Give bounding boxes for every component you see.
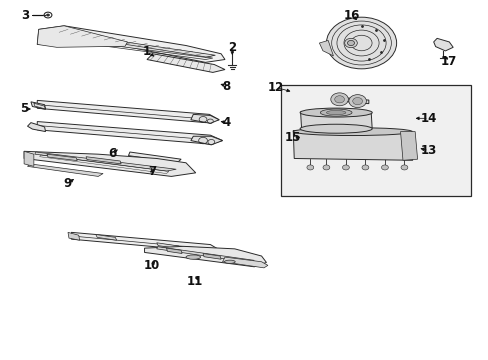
Circle shape xyxy=(334,96,344,103)
Polygon shape xyxy=(27,164,103,176)
Polygon shape xyxy=(331,98,351,102)
Text: 12: 12 xyxy=(267,81,284,94)
Circle shape xyxy=(361,165,368,170)
Polygon shape xyxy=(37,26,127,47)
Circle shape xyxy=(46,14,49,16)
Polygon shape xyxy=(68,232,80,240)
Text: 5: 5 xyxy=(20,103,28,116)
Polygon shape xyxy=(190,136,222,145)
Circle shape xyxy=(381,165,387,170)
Text: 17: 17 xyxy=(440,55,456,68)
Text: 9: 9 xyxy=(64,177,72,190)
Text: 15: 15 xyxy=(285,131,301,144)
Text: 14: 14 xyxy=(420,112,436,125)
Ellipse shape xyxy=(300,108,371,117)
Circle shape xyxy=(400,165,407,170)
Polygon shape xyxy=(37,26,224,62)
Text: 2: 2 xyxy=(228,41,236,54)
Circle shape xyxy=(306,165,313,170)
Polygon shape xyxy=(157,243,180,249)
Polygon shape xyxy=(203,253,221,259)
Text: 6: 6 xyxy=(108,147,117,159)
Circle shape xyxy=(330,93,347,106)
Ellipse shape xyxy=(300,124,371,133)
Polygon shape xyxy=(35,152,176,171)
Circle shape xyxy=(344,39,357,48)
Text: 4: 4 xyxy=(222,116,230,129)
Polygon shape xyxy=(190,114,219,123)
Circle shape xyxy=(347,40,354,46)
Polygon shape xyxy=(24,151,195,176)
Polygon shape xyxy=(47,154,77,161)
Polygon shape xyxy=(31,102,45,109)
Circle shape xyxy=(348,95,366,108)
Text: 10: 10 xyxy=(143,259,160,272)
Circle shape xyxy=(342,165,348,170)
Polygon shape xyxy=(293,131,412,160)
Polygon shape xyxy=(86,157,121,164)
Ellipse shape xyxy=(320,109,351,116)
Polygon shape xyxy=(24,151,34,166)
Polygon shape xyxy=(400,132,417,160)
Polygon shape xyxy=(300,112,371,130)
Text: 7: 7 xyxy=(147,165,156,178)
Text: 1: 1 xyxy=(142,45,151,58)
Polygon shape xyxy=(348,99,368,104)
Polygon shape xyxy=(71,232,217,252)
Polygon shape xyxy=(157,247,254,262)
Polygon shape xyxy=(47,32,215,57)
Text: 3: 3 xyxy=(21,9,29,22)
Polygon shape xyxy=(433,39,452,51)
Text: 8: 8 xyxy=(222,80,230,93)
Polygon shape xyxy=(27,123,45,132)
Polygon shape xyxy=(96,234,117,240)
Polygon shape xyxy=(147,54,224,72)
Circle shape xyxy=(326,17,396,69)
Polygon shape xyxy=(128,152,181,163)
Ellipse shape xyxy=(326,111,345,115)
Bar xyxy=(281,85,470,196)
Polygon shape xyxy=(319,40,333,56)
Ellipse shape xyxy=(185,255,200,259)
Text: 11: 11 xyxy=(186,275,203,288)
Polygon shape xyxy=(166,248,182,253)
Circle shape xyxy=(323,165,329,170)
Polygon shape xyxy=(37,122,222,144)
Polygon shape xyxy=(144,246,266,267)
Circle shape xyxy=(352,98,362,105)
Text: 16: 16 xyxy=(343,9,359,22)
Ellipse shape xyxy=(293,128,411,135)
Text: 13: 13 xyxy=(420,144,436,157)
Polygon shape xyxy=(37,100,219,123)
Polygon shape xyxy=(222,257,267,268)
Ellipse shape xyxy=(224,260,235,264)
